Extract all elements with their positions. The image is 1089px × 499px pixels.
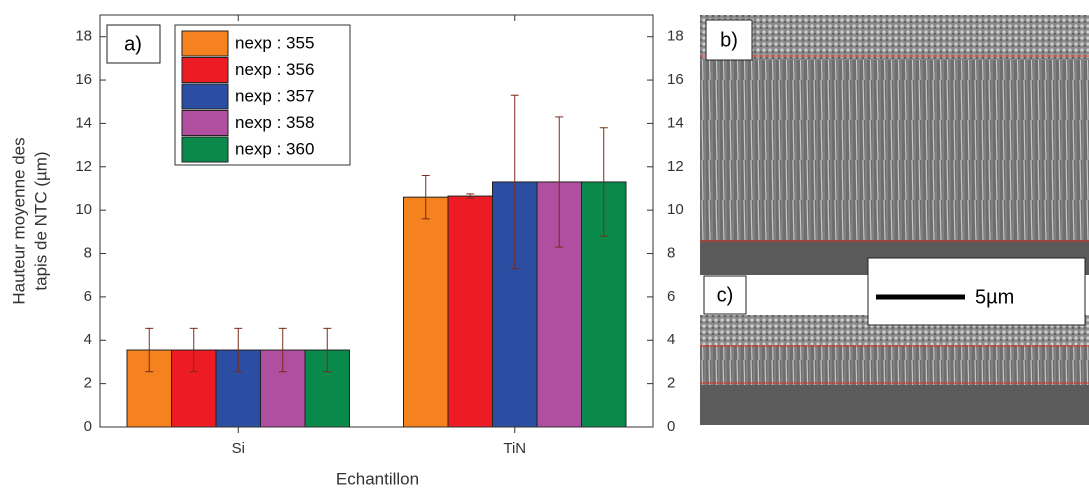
y-tick-label: 0 bbox=[84, 418, 92, 435]
error-bar bbox=[145, 327, 154, 373]
y-tick-label: 2 bbox=[84, 375, 92, 392]
y2-tick-label: 12 bbox=[667, 158, 684, 175]
y-tick-label: 6 bbox=[84, 288, 92, 305]
x-axis-title: Echantillon bbox=[336, 469, 419, 488]
legend-label: nexp : 356 bbox=[235, 60, 314, 79]
legend-swatch bbox=[181, 110, 229, 136]
y-tick-label: 8 bbox=[84, 244, 92, 261]
x-tick-label: TiN bbox=[503, 440, 526, 457]
bar bbox=[403, 196, 449, 428]
panel-label: b) bbox=[720, 29, 738, 51]
error-bar bbox=[189, 327, 198, 373]
error-bar bbox=[278, 327, 287, 373]
plot-frame bbox=[99, 14, 654, 428]
legend-swatch bbox=[181, 57, 229, 83]
y2-tick-label: 2 bbox=[667, 375, 675, 392]
error-bar bbox=[510, 94, 519, 270]
legend-label: nexp : 357 bbox=[235, 86, 314, 105]
y2-tick-label: 8 bbox=[667, 244, 675, 261]
error-bar bbox=[599, 127, 608, 237]
y-tick-label: 14 bbox=[75, 114, 92, 131]
scale-bar-label: 5µm bbox=[975, 286, 1014, 308]
y-axis-title: Hauteur moyenne des bbox=[9, 137, 28, 304]
error-bar bbox=[323, 327, 332, 373]
legend-label: nexp : 355 bbox=[235, 33, 314, 52]
y-tick-label: 4 bbox=[84, 331, 92, 348]
y2-tick-label: 18 bbox=[667, 28, 684, 45]
annotation: a) bbox=[124, 33, 142, 55]
y2-tick-label: 6 bbox=[667, 288, 675, 305]
y2-tick-label: 0 bbox=[667, 418, 675, 435]
error-bar bbox=[234, 327, 243, 373]
y-tick-label: 10 bbox=[75, 201, 92, 218]
chart: 0 2 4 6 8 10 12 14 16 18 0 2 4 6 8 10 12 14 16 18 Si TiN Echan… bbox=[9, 14, 684, 488]
sem-image: b) c) 5µm bbox=[700, 15, 1089, 425]
y2-tick-label: 16 bbox=[667, 71, 684, 88]
legend-swatch bbox=[181, 83, 229, 110]
legend-swatch bbox=[181, 136, 229, 163]
y2-tick-label: 14 bbox=[667, 114, 684, 131]
bar bbox=[447, 195, 493, 428]
y-axis-title: tapis de NTC (µm) bbox=[31, 151, 50, 290]
error-bar bbox=[555, 116, 564, 248]
x-tick-label: Si bbox=[232, 440, 245, 457]
legend-label: nexp : 358 bbox=[235, 113, 314, 132]
panel-label: c) bbox=[717, 284, 734, 306]
y2-tick-label: 10 bbox=[667, 201, 684, 218]
y-tick-label: 18 bbox=[75, 28, 92, 45]
y-tick-label: 16 bbox=[75, 71, 92, 88]
y2-tick-label: 4 bbox=[667, 331, 675, 348]
y-tick-label: 12 bbox=[75, 158, 92, 175]
legend-swatch bbox=[181, 30, 229, 57]
annotation-box bbox=[106, 24, 161, 64]
legend-label: nexp : 360 bbox=[235, 139, 314, 158]
error-bar bbox=[466, 193, 475, 199]
error-bar bbox=[421, 174, 430, 220]
